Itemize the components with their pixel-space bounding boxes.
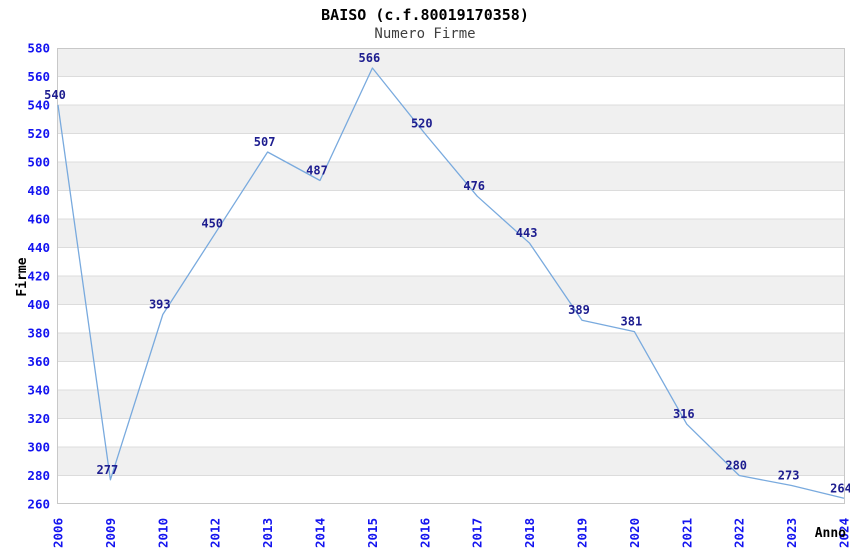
point-label: 280 (725, 459, 747, 473)
x-tick-label: 2018 (522, 518, 537, 548)
gridlines (57, 76, 845, 476)
y-tick-label: 400 (27, 297, 50, 312)
chart-title: BAISO (c.f.80019170358) (321, 6, 529, 24)
x-tick-label: 2009 (103, 518, 118, 548)
y-axis-title: Firme (15, 257, 30, 296)
x-tick-label: 2006 (51, 518, 66, 548)
y-tick-label: 480 (27, 183, 50, 198)
y-tick-label: 520 (27, 126, 50, 141)
x-axis-title: Anno (815, 526, 846, 541)
x-tick-label: 2015 (365, 518, 380, 548)
point-label: 381 (621, 315, 643, 329)
plot-band (57, 390, 845, 419)
plot-bands (57, 48, 845, 504)
y-axis-tick-labels: 260 280 300 320 340 360 380 400 420 440 460 480 500 5… (27, 41, 50, 512)
y-tick-label: 320 (27, 411, 50, 426)
y-tick-label: 380 (27, 326, 50, 341)
x-tick-label: 2022 (732, 518, 747, 548)
x-tick-label: 2014 (313, 518, 328, 548)
point-label: 393 (149, 297, 171, 311)
y-tick-label: 420 (27, 269, 50, 284)
plot-frame (57, 48, 845, 504)
plot-band (57, 133, 845, 162)
y-tick-label: 260 (27, 497, 50, 512)
y-tick-label: 580 (27, 41, 50, 56)
plot-band (57, 247, 845, 276)
x-tick-label: 2021 (679, 518, 694, 548)
plot-band (57, 276, 845, 305)
x-tick-label: 2023 (784, 518, 799, 548)
plot-band (57, 219, 845, 248)
x-tick-label: 2024 (837, 518, 850, 548)
x-axis-tick-labels: 2006 2009 2010 2012 2013 2014 2015 2016 2017 2018… (51, 518, 850, 548)
plot-band (57, 48, 845, 77)
plot-band (57, 105, 845, 134)
point-label: 316 (673, 407, 695, 421)
y-tick-label: 300 (27, 440, 50, 455)
point-labels: 540 277 393 450 507 487 566 520 476 443 389 381 316 2… (44, 51, 850, 495)
plot-band (57, 162, 845, 191)
chart-subtitle: Numero Firme (374, 26, 476, 42)
y-tick-label: 540 (27, 98, 50, 113)
y-tick-label: 280 (27, 468, 50, 483)
plot-band (57, 475, 845, 504)
point-label: 443 (516, 226, 538, 240)
point-label: 566 (359, 51, 381, 65)
x-tick-label: 2010 (155, 518, 170, 548)
x-tick-label: 2017 (470, 518, 485, 548)
series-line (57, 67, 845, 499)
point-label: 476 (463, 179, 485, 193)
plot-band (57, 447, 845, 476)
plot-band (57, 418, 845, 447)
point-label: 389 (568, 303, 590, 317)
point-label: 540 (44, 88, 66, 102)
plot-band (57, 76, 845, 105)
series-line-group (57, 67, 845, 499)
point-label: 507 (254, 135, 276, 149)
x-tick-label: 2013 (260, 518, 275, 548)
y-tick-label: 440 (27, 240, 50, 255)
x-tick-label: 2016 (417, 518, 432, 548)
point-label: 273 (778, 468, 800, 482)
plot-band (57, 361, 845, 390)
point-label: 487 (306, 164, 328, 178)
y-tick-label: 560 (27, 69, 50, 84)
x-tick-label: 2019 (575, 518, 590, 548)
y-tick-label: 500 (27, 155, 50, 170)
y-tick-label: 360 (27, 354, 50, 369)
x-tick-label: 2012 (208, 518, 223, 548)
x-tick-label: 2020 (627, 518, 642, 548)
point-label: 264 (830, 481, 850, 495)
point-label: 520 (411, 117, 433, 131)
plot-band (57, 333, 845, 362)
y-tick-label: 340 (27, 383, 50, 398)
plot-band (57, 190, 845, 219)
plot-band (57, 304, 845, 333)
y-tick-label: 460 (27, 212, 50, 227)
point-label: 450 (201, 216, 223, 230)
plot-border (57, 48, 845, 504)
point-label: 277 (97, 463, 119, 477)
